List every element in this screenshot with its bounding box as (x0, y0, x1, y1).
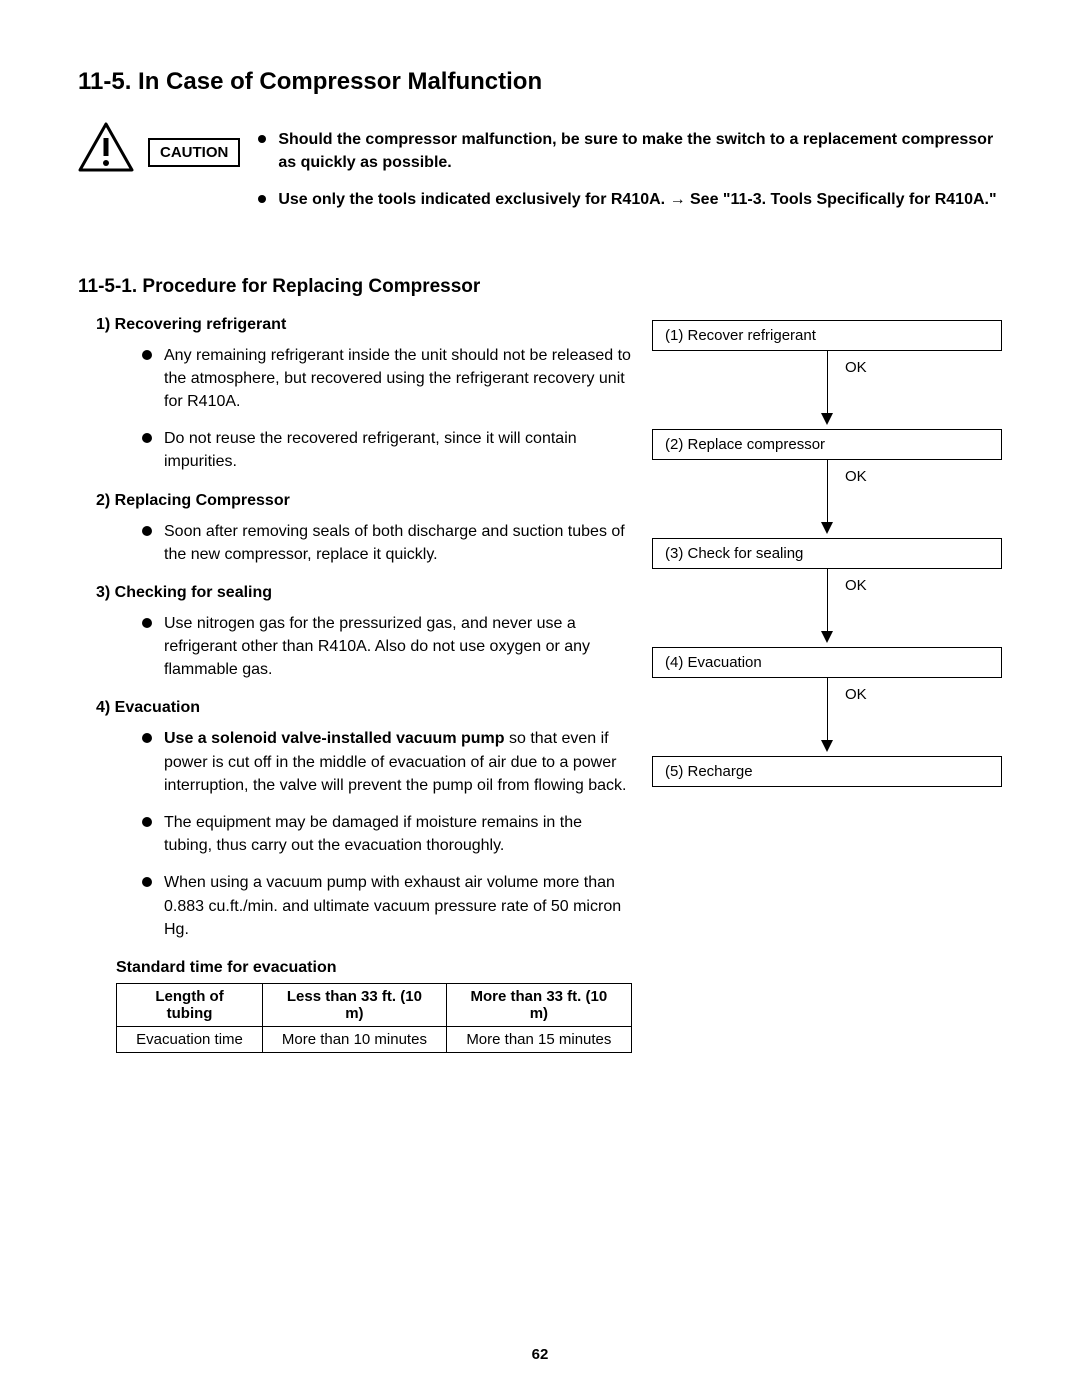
arrow-down-icon (821, 413, 833, 425)
caution-bullet: Use only the tools indicated exclusively… (258, 188, 1002, 211)
table-row: Evacuation time More than 10 minutes Mor… (117, 1026, 632, 1052)
procedure-text: 1) Recovering refrigerant Any remaining … (78, 316, 652, 1053)
flow-node: (2) Replace compressor (652, 429, 1002, 460)
step-bullets: Use a solenoid valve-installed vacuum pu… (78, 727, 632, 941)
table-cell: Evacuation time (117, 1026, 263, 1052)
bullet: Soon after removing seals of both discha… (142, 520, 632, 566)
caution-block: CAUTION Should the compressor malfunctio… (78, 128, 1002, 226)
flow-node: (1) Recover refrigerant (652, 320, 1002, 351)
flow-line (827, 678, 828, 740)
flow-node: (5) Recharge (652, 756, 1002, 787)
step-bullets: Any remaining refrigerant inside the uni… (78, 344, 632, 474)
arrow-down-icon (821, 522, 833, 534)
step-heading: 3) Checking for sealing (78, 584, 632, 602)
caution-bullet-list: Should the compressor malfunction, be su… (258, 128, 1002, 226)
flow-line (827, 569, 828, 631)
section-title: 11-5. In Case of Compressor Malfunction (78, 68, 1002, 96)
bullet: Use nitrogen gas for the pressurized gas… (142, 612, 632, 682)
page: 11-5. In Case of Compressor Malfunction … (0, 0, 1080, 1397)
content-columns: 1) Recovering refrigerant Any remaining … (78, 316, 1002, 1053)
arrow-down-icon (821, 740, 833, 752)
flow-ok-label: OK (845, 577, 867, 594)
warning-icon (78, 122, 134, 177)
flow-ok-label: OK (845, 686, 867, 703)
flow-ok-label: OK (845, 359, 867, 376)
page-number: 62 (0, 1346, 1080, 1363)
flowchart-body: (1) Recover refrigerant OK (2) Replace c… (652, 316, 1002, 787)
flowchart: (1) Recover refrigerant OK (2) Replace c… (652, 316, 1002, 787)
step-bullets: Use nitrogen gas for the pressurized gas… (78, 612, 632, 682)
table-header: Length of tubing (117, 983, 263, 1026)
flow-line (827, 351, 828, 413)
arrow-down-icon (821, 631, 833, 643)
step-heading: 2) Replacing Compressor (78, 492, 632, 510)
step-heading: 4) Evacuation (78, 699, 632, 717)
bullet: Do not reuse the recovered refrigerant, … (142, 427, 632, 473)
table-cell: More than 10 minutes (263, 1026, 447, 1052)
caution-bullet: Should the compressor malfunction, be su… (258, 128, 1002, 174)
bullet: Use a solenoid valve-installed vacuum pu… (142, 727, 632, 797)
flow-connector: OK (652, 351, 1002, 429)
bullet: When using a vacuum pump with exhaust ai… (142, 871, 632, 941)
flow-node: (4) Evacuation (652, 647, 1002, 678)
step-bullets: Soon after removing seals of both discha… (78, 520, 632, 566)
evacuation-table: Length of tubing Less than 33 ft. (10 m)… (116, 983, 632, 1053)
flow-node: (3) Check for sealing (652, 538, 1002, 569)
table-row: Length of tubing Less than 33 ft. (10 m)… (117, 983, 632, 1026)
flow-connector: OK (652, 460, 1002, 538)
flow-ok-label: OK (845, 468, 867, 485)
caution-label-box: CAUTION (148, 138, 240, 167)
flow-line (827, 460, 828, 522)
table-header: Less than 33 ft. (10 m) (263, 983, 447, 1026)
flow-connector: OK (652, 569, 1002, 647)
bold-prefix: Use a solenoid valve-installed vacuum pu… (164, 730, 505, 747)
subsection-title: 11-5-1. Procedure for Replacing Compress… (78, 276, 1002, 298)
bullet: Any remaining refrigerant inside the uni… (142, 344, 632, 414)
flow-connector: OK (652, 678, 1002, 756)
table-title: Standard time for evacuation (78, 959, 632, 977)
bullet: The equipment may be damaged if moisture… (142, 811, 632, 857)
table-header: More than 33 ft. (10 m) (446, 983, 631, 1026)
table-cell: More than 15 minutes (446, 1026, 631, 1052)
step-heading: 1) Recovering refrigerant (78, 316, 632, 334)
